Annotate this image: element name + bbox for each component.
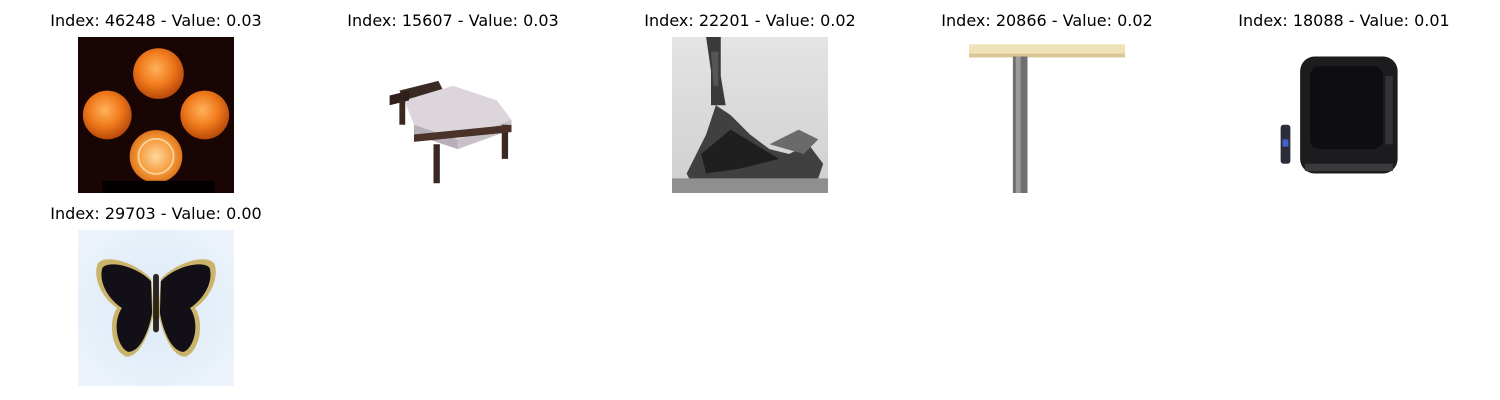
train-image xyxy=(672,37,828,193)
panel-title: Index: 46248 - Value: 0.03 xyxy=(50,11,262,30)
grid-panel-4: Index: 20866 - Value: 0.02 xyxy=(927,10,1167,193)
panel-title: Index: 15607 - Value: 0.03 xyxy=(347,11,559,30)
television-image xyxy=(1266,37,1422,193)
panel-title: Index: 22201 - Value: 0.02 xyxy=(644,11,856,30)
panel-title: Index: 20866 - Value: 0.02 xyxy=(941,11,1153,30)
bed-image xyxy=(375,37,531,193)
panel-title: Index: 29703 - Value: 0.00 xyxy=(50,204,262,223)
panel-title: Index: 18088 - Value: 0.01 xyxy=(1238,11,1450,30)
grid-panel-2: Index: 15607 - Value: 0.03 xyxy=(333,10,573,193)
oranges-image xyxy=(78,37,234,193)
table-image xyxy=(969,37,1125,193)
butterfly-image xyxy=(78,230,234,386)
grid-panel-6: Index: 29703 - Value: 0.00 xyxy=(36,203,276,386)
grid-panel-1: Index: 46248 - Value: 0.03 xyxy=(36,10,276,193)
grid-panel-3: Index: 22201 - Value: 0.02 xyxy=(630,10,870,193)
grid-panel-5: Index: 18088 - Value: 0.01 xyxy=(1224,10,1464,193)
